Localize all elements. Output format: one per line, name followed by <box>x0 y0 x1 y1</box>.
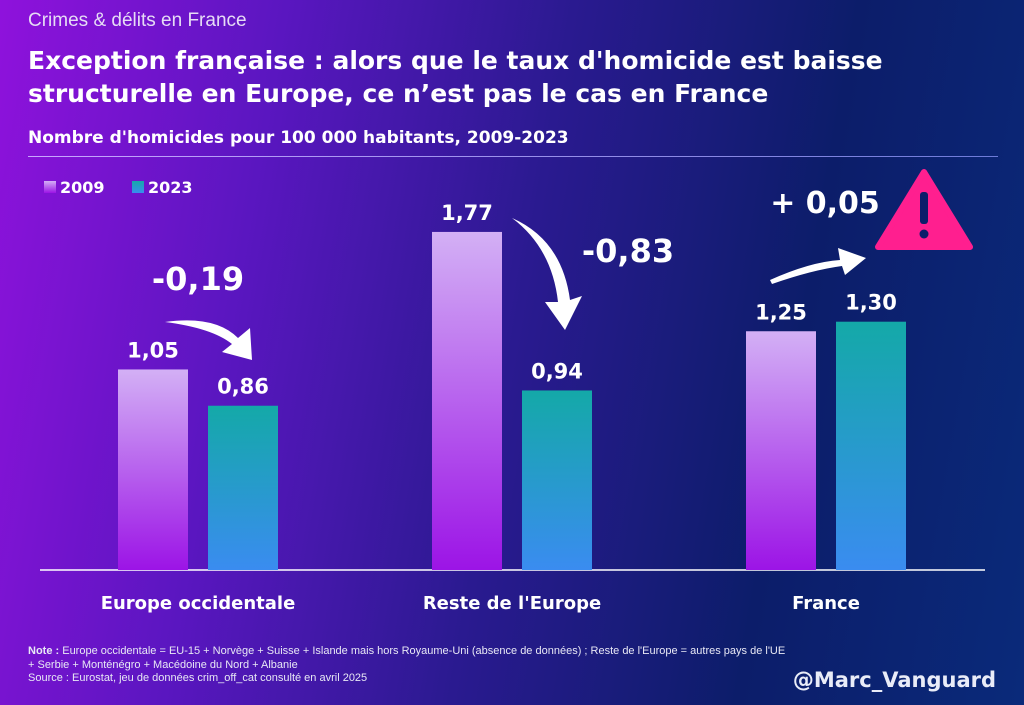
bar-2023-1 <box>522 390 592 570</box>
category-label-0: Europe occidentale <box>101 593 296 614</box>
data-label-2023-0: 0,86 <box>217 375 269 399</box>
bar-2009-0 <box>118 369 188 570</box>
chart-subtitle: Nombre d'homicides pour 100 000 habitant… <box>28 128 569 148</box>
legend-label-2023: 2023 <box>148 178 193 197</box>
chart-title: Exception française : alors que le taux … <box>28 46 883 108</box>
legend-swatch-2023 <box>132 181 144 193</box>
delta-label-0: -0,19 <box>152 260 244 298</box>
arrow-icon-2 <box>770 248 866 284</box>
footnote: Note : Europe occidentale = EU-15 + Norv… <box>28 645 788 686</box>
warning-icon-bar <box>920 192 928 224</box>
data-label-2009-1: 1,77 <box>441 201 493 225</box>
arrow-icon-1 <box>512 218 582 330</box>
bar-2009-2 <box>746 331 816 570</box>
data-label-2023-2: 1,30 <box>845 291 897 315</box>
author-handle: @Marc_Vanguard <box>792 668 996 692</box>
category-label-1: Reste de l'Europe <box>423 593 601 614</box>
note-label: Note : <box>28 645 60 657</box>
legend-swatch-2009 <box>44 181 56 193</box>
bar-2023-2 <box>836 321 906 570</box>
delta-label-2: + 0,05 <box>770 186 880 221</box>
bar-2009-1 <box>432 231 502 570</box>
warning-icon-dot <box>919 229 929 239</box>
source-text: Source : Eurostat, jeu de données crim_o… <box>28 672 368 684</box>
legend-label-2009: 2009 <box>60 178 105 197</box>
bar-2023-0 <box>208 405 278 570</box>
data-label-2009-0: 1,05 <box>127 338 179 362</box>
data-label-2023-1: 0,94 <box>531 359 583 383</box>
divider <box>28 156 998 157</box>
kicker: Crimes & délits en France <box>28 10 247 31</box>
category-label-2: France <box>792 593 860 614</box>
arrow-icon-0 <box>165 320 252 360</box>
data-label-2009-2: 1,25 <box>755 300 807 324</box>
delta-label-1: -0,83 <box>582 232 674 270</box>
note-text: Europe occidentale = EU-15 + Norvège + S… <box>28 645 786 671</box>
